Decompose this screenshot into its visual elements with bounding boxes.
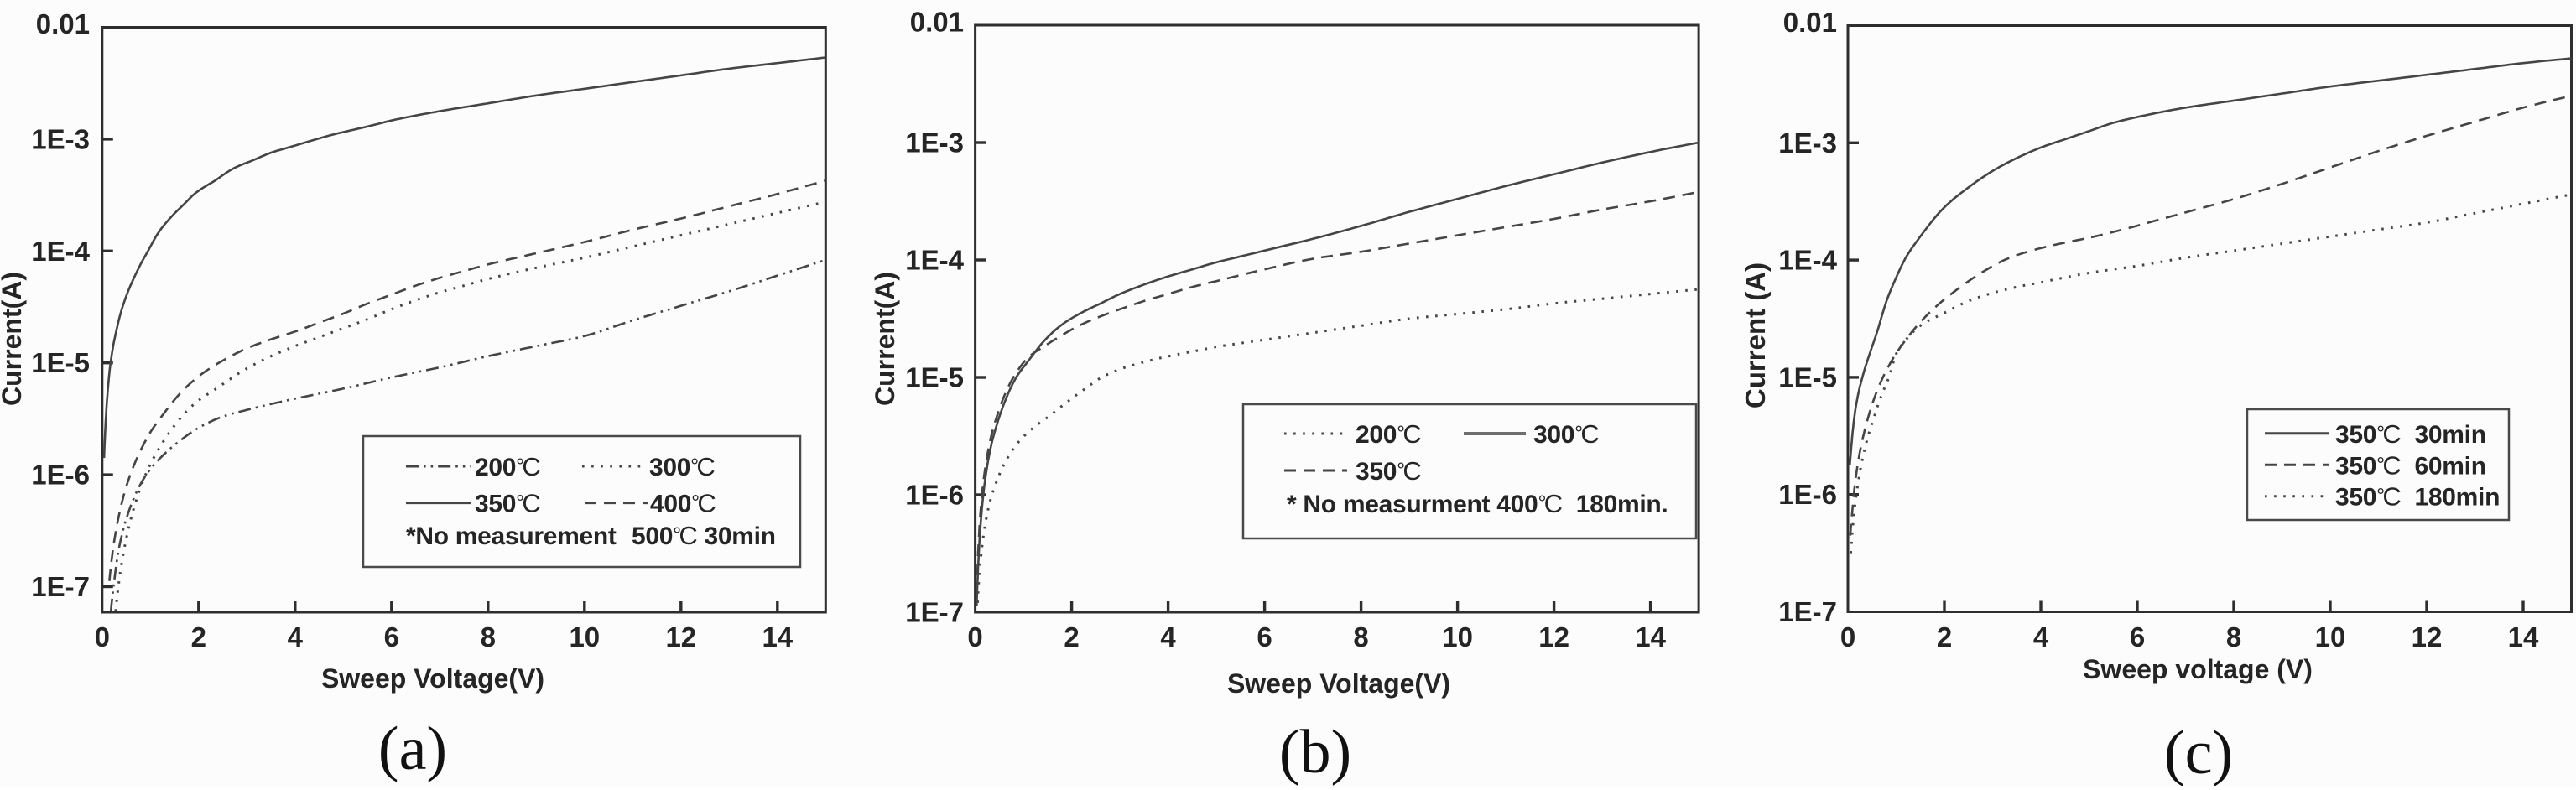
svg-text:Sweep Voltage(V): Sweep Voltage(V) <box>1227 668 1450 699</box>
svg-text:400°C: 400°C <box>650 489 716 518</box>
svg-text:6: 6 <box>384 621 399 652</box>
svg-text:2: 2 <box>191 621 206 652</box>
svg-text:Sweep voltage (V): Sweep voltage (V) <box>2083 654 2313 684</box>
svg-text:12: 12 <box>2412 621 2443 652</box>
svg-text:1E-7: 1E-7 <box>905 597 964 628</box>
svg-text:1E-6: 1E-6 <box>1778 479 1837 510</box>
svg-text:12: 12 <box>665 621 696 652</box>
svg-text:1E-3: 1E-3 <box>905 127 964 159</box>
svg-text:350°C: 350°C <box>1356 456 1421 486</box>
svg-text:(c): (c) <box>2164 719 2233 786</box>
svg-text:* No measurment 400°C 180min.: * No measurment 400°C 180min. <box>1287 489 1668 518</box>
svg-text:1E-6: 1E-6 <box>905 480 964 511</box>
svg-text:0: 0 <box>1840 621 1855 652</box>
svg-text:350°C: 350°C <box>475 489 540 518</box>
svg-text:2: 2 <box>1937 621 1952 652</box>
svg-text:6: 6 <box>2130 621 2145 652</box>
svg-text:14: 14 <box>2508 621 2539 652</box>
svg-text:8: 8 <box>1353 621 1368 652</box>
svg-text:350°C 60min: 350°C 60min <box>2335 450 2486 480</box>
svg-text:6: 6 <box>1257 621 1272 652</box>
svg-text:0: 0 <box>967 621 982 652</box>
svg-text:Current (A): Current (A) <box>1740 262 1771 408</box>
svg-text:8: 8 <box>2226 621 2241 652</box>
svg-text:14: 14 <box>762 621 793 652</box>
svg-text:1E-5: 1E-5 <box>905 362 964 393</box>
svg-text:Current(A): Current(A) <box>0 272 27 406</box>
svg-text:0.01: 0.01 <box>910 7 964 38</box>
svg-text:1E-5: 1E-5 <box>31 347 90 378</box>
svg-text:300°C: 300°C <box>649 452 715 481</box>
svg-text:350°C 180min: 350°C 180min <box>2335 482 2500 512</box>
svg-text:14: 14 <box>1635 621 1666 652</box>
svg-text:10: 10 <box>1442 621 1473 652</box>
svg-text:10: 10 <box>569 621 600 652</box>
svg-text:1E-3: 1E-3 <box>31 123 90 154</box>
svg-text:1E-7: 1E-7 <box>31 571 90 602</box>
svg-text:300°C: 300°C <box>1533 419 1599 449</box>
svg-text:4: 4 <box>1160 621 1176 652</box>
svg-text:Current(A): Current(A) <box>870 272 900 406</box>
svg-text:4: 4 <box>288 621 304 652</box>
svg-text:0.01: 0.01 <box>36 8 90 39</box>
svg-text:4: 4 <box>2033 621 2049 652</box>
svg-text:200°C: 200°C <box>475 452 540 481</box>
svg-text:1E-4: 1E-4 <box>1778 245 1837 276</box>
svg-text:10: 10 <box>2315 621 2346 652</box>
svg-text:1E-4: 1E-4 <box>31 236 90 267</box>
svg-text:0: 0 <box>95 621 110 652</box>
svg-text:1E-4: 1E-4 <box>905 245 964 276</box>
svg-text:350°C 30min: 350°C 30min <box>2335 419 2486 449</box>
svg-text:(a): (a) <box>378 715 447 783</box>
svg-text:2: 2 <box>1064 621 1079 652</box>
svg-text:1E-6: 1E-6 <box>31 460 90 491</box>
svg-text:1E-5: 1E-5 <box>1778 361 1837 392</box>
svg-text:1E-7: 1E-7 <box>1778 596 1837 627</box>
svg-text:Sweep Voltage(V): Sweep Voltage(V) <box>321 663 544 694</box>
svg-text:200°C: 200°C <box>1356 419 1421 449</box>
svg-text:8: 8 <box>481 621 496 652</box>
svg-text:0.01: 0.01 <box>1783 7 1837 38</box>
svg-text:(b): (b) <box>1279 718 1351 786</box>
svg-text:1E-3: 1E-3 <box>1778 127 1837 159</box>
svg-text:12: 12 <box>1538 621 1569 652</box>
